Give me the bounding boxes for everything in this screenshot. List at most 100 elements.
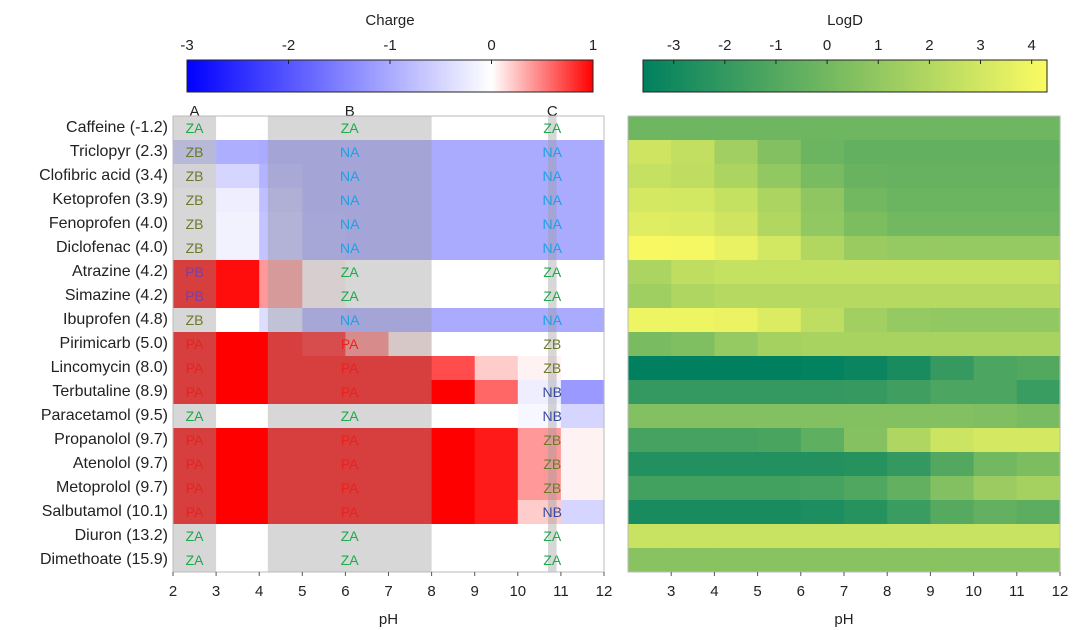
heat-cell: [173, 548, 217, 573]
heat-cell: [431, 356, 476, 381]
heat-cell: [714, 332, 759, 357]
colorbar-tick-label: -1: [769, 37, 782, 54]
heat-cell: [844, 260, 888, 285]
heat-cell: [1016, 332, 1061, 357]
heat-cell: [930, 140, 975, 165]
heat-cell: [216, 524, 260, 549]
heat-cell: [259, 236, 303, 261]
heat-cell: [517, 428, 562, 453]
heat-cell: [216, 212, 260, 237]
zone-label: B: [345, 103, 355, 120]
heat-cell: [173, 428, 217, 453]
heat-cell: [671, 452, 715, 477]
heat-cell: [973, 332, 1018, 357]
cell-label: ZB: [543, 336, 561, 352]
heat-cell: [757, 380, 802, 405]
heat-cell: [757, 356, 802, 381]
heat-cell: [973, 140, 1018, 165]
x-tick-label: 8: [427, 583, 435, 600]
heat-cell: [388, 404, 433, 429]
heat-cell: [887, 116, 931, 141]
heat-cell: [431, 404, 476, 429]
heat-cell: [714, 236, 759, 261]
heat-cell: [930, 404, 975, 429]
heat-cell: [714, 308, 759, 333]
heat-cell: [800, 164, 845, 189]
cell-label: PA: [186, 384, 204, 400]
cell-label: ZB: [186, 216, 204, 232]
x-tick-label: 6: [797, 583, 805, 600]
cell-label: NA: [543, 240, 563, 256]
heat-cell: [388, 524, 433, 549]
heat-cell: [560, 260, 605, 285]
heat-cell: [431, 308, 476, 333]
x-tick-label: 4: [255, 583, 263, 600]
heat-cell: [714, 380, 759, 405]
heat-cell: [1016, 380, 1061, 405]
heat-cell: [560, 188, 605, 213]
x-tick-label: 2: [169, 583, 177, 600]
heat-cell: [173, 524, 217, 549]
heat-cell: [628, 332, 672, 357]
x-tick-label: 9: [471, 583, 479, 600]
heat-cell: [216, 260, 260, 285]
heat-cell: [173, 500, 217, 525]
heat-cell: [844, 188, 888, 213]
heat-cell: [800, 380, 845, 405]
heat-cell: [560, 164, 605, 189]
heat-cell: [757, 428, 802, 453]
cell-label: ZA: [543, 264, 562, 280]
heat-cell: [671, 212, 715, 237]
heat-cell: [930, 524, 975, 549]
heat-cell: [216, 332, 260, 357]
heat-cell: [474, 404, 519, 429]
row-label: Lincomycin (8.0): [51, 359, 168, 376]
heat-cell: [345, 500, 390, 525]
heat-cell: [173, 164, 217, 189]
x-tick-label: 11: [553, 583, 569, 600]
heat-cell: [671, 164, 715, 189]
colorbar-tick-label: -3: [667, 37, 680, 54]
heat-cell: [628, 284, 672, 309]
heat-cell: [173, 452, 217, 477]
heat-cell: [800, 332, 845, 357]
x-tick-label: 10: [509, 583, 526, 600]
heat-cell: [800, 428, 845, 453]
heat-cell: [1016, 404, 1061, 429]
heat-cell: [517, 140, 562, 165]
cell-label: ZB: [543, 456, 561, 472]
heat-cell: [302, 548, 346, 573]
zone-label: C: [547, 103, 558, 120]
heat-cell: [844, 428, 888, 453]
heat-cell: [757, 212, 802, 237]
heat-cell: [628, 428, 672, 453]
colorbar-tick-label: -2: [282, 37, 295, 54]
cell-label: PB: [185, 288, 204, 304]
heat-cell: [560, 452, 605, 477]
heat-cell: [844, 380, 888, 405]
cell-label: NA: [340, 240, 360, 256]
heat-cell: [671, 284, 715, 309]
heat-cell: [560, 548, 605, 573]
heat-cell: [173, 212, 217, 237]
heat-cell: [560, 476, 605, 501]
heat-cell: [517, 164, 562, 189]
row-label: Pirimicarb (5.0): [60, 335, 168, 352]
heat-cell: [560, 116, 605, 141]
heat-cell: [474, 356, 519, 381]
heat-cell: [887, 476, 931, 501]
row-label: Simazine (4.2): [65, 287, 168, 304]
heat-cell: [1016, 428, 1061, 453]
zone-label: A: [190, 103, 200, 120]
x-tick-label: 3: [212, 583, 220, 600]
heat-cell: [844, 356, 888, 381]
heat-cell: [800, 548, 845, 573]
heat-cell: [474, 452, 519, 477]
cell-label: PA: [186, 456, 204, 472]
heat-cell: [714, 428, 759, 453]
heat-cell: [431, 452, 476, 477]
heat-cell: [1016, 116, 1061, 141]
heat-cell: [757, 476, 802, 501]
row-label: Atrazine (4.2): [72, 263, 168, 280]
heat-cell: [930, 476, 975, 501]
